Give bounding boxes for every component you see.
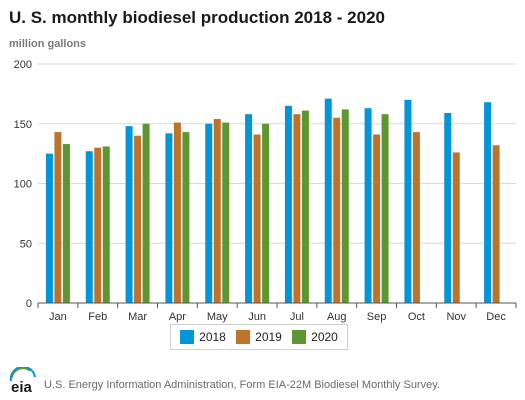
x-tick-label: Apr [169, 311, 186, 323]
legend-label-2019: 2019 [255, 330, 282, 344]
x-tick-label: Dec [486, 311, 506, 323]
x-tick-label: Sep [367, 311, 387, 323]
y-tick-label: 150 [14, 119, 32, 131]
bar-2019-Mar [134, 135, 142, 303]
bar-2018-Sep [364, 108, 372, 303]
bar-2019-Jul [293, 114, 301, 303]
bar-2018-Aug [324, 98, 332, 303]
legend-swatch-2018 [180, 330, 195, 344]
bar-2019-Feb [94, 147, 102, 303]
source-note: U.S. Energy Information Administration, … [44, 379, 440, 391]
bar-2020-Jun [262, 123, 270, 303]
bar-2018-Mar [125, 126, 133, 303]
bar-2018-Oct [404, 99, 412, 303]
bar-2020-Mar [142, 123, 150, 303]
x-tick-label: Aug [327, 311, 347, 323]
bar-2020-Aug [341, 109, 349, 303]
bar-2020-Sep [381, 114, 389, 303]
bar-2018-Jul [284, 105, 292, 303]
bar-2018-Apr [165, 133, 173, 303]
x-tick-label: Feb [88, 311, 107, 323]
bar-2019-Aug [333, 117, 341, 304]
bar-2020-May [222, 122, 230, 304]
x-tick-label: Jul [290, 311, 304, 323]
bar-2019-Jun [253, 134, 261, 303]
bar-2019-May [213, 118, 221, 303]
bars [45, 98, 500, 304]
x-tick-label: Oct [408, 311, 425, 323]
y-tick-label: 0 [26, 298, 32, 310]
gridlines [38, 63, 516, 244]
bar-2018-Jan [45, 153, 53, 303]
y-tick-label: 200 [14, 59, 32, 71]
bar-2019-Jan [54, 132, 62, 303]
bar-2018-May [205, 123, 213, 303]
x-tick-label: Jan [49, 311, 67, 323]
x-tick-label: May [207, 311, 228, 323]
bar-2020-Apr [182, 132, 190, 303]
y-unit-label: million gallons [9, 38, 87, 50]
y-tick-label: 50 [20, 238, 32, 250]
bar-2020-Feb [102, 146, 110, 303]
eia-logo-text: eia [11, 379, 33, 395]
y-tick-label: 100 [14, 179, 32, 191]
x-tick-label: Nov [446, 311, 466, 323]
bar-2018-Nov [444, 112, 452, 304]
bar-2019-Sep [373, 134, 381, 303]
eia-logo: eia [8, 367, 38, 395]
legend-swatch-2020 [292, 330, 307, 344]
legend-item-2020: 2020 [292, 330, 338, 344]
chart-title: U. S. monthly biodiesel production 2018 … [9, 8, 385, 27]
bar-2018-Feb [85, 151, 93, 303]
bar-2019-Nov [452, 152, 460, 303]
bar-2020-Jan [62, 144, 70, 303]
legend-label-2018: 2018 [199, 330, 226, 344]
x-tick-label: Jun [248, 311, 266, 323]
legend-item-2019: 2019 [236, 330, 282, 344]
bar-2018-Dec [484, 102, 492, 304]
legend: 2018 2019 2020 [170, 324, 348, 350]
bar-2019-Dec [492, 145, 500, 303]
bar-2018-Jun [245, 114, 253, 303]
legend-item-2018: 2018 [180, 330, 226, 344]
legend-label-2020: 2020 [311, 330, 338, 344]
legend-swatch-2019 [236, 330, 251, 344]
x-tick-label: Mar [128, 311, 147, 323]
bar-2019-Oct [412, 132, 420, 303]
eia-logo-icon: eia [9, 367, 36, 395]
bar-2020-Jul [301, 110, 309, 303]
bar-2019-Apr [173, 122, 181, 304]
axes: 0 50 100 150 200 Jan Feb Mar Apr May Jun Jul Aug Sep O… [14, 59, 517, 323]
